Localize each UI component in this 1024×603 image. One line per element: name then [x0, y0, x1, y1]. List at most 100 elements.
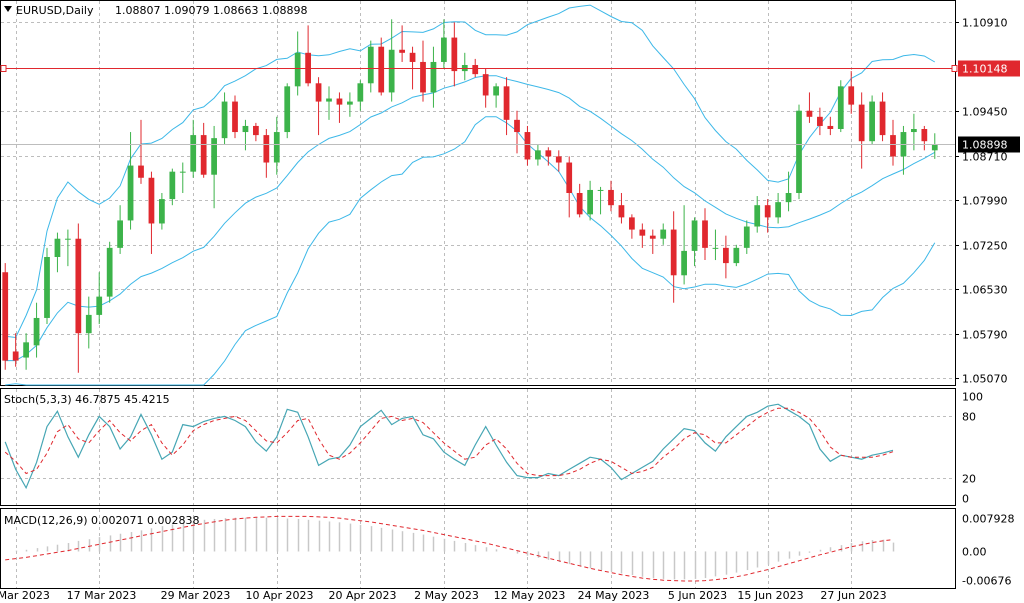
- dropdown-triangle-icon[interactable]: [4, 6, 12, 12]
- hline-handle-left: [0, 65, 7, 72]
- stoch-axis-label: 100: [962, 391, 983, 404]
- symbol-label: EURUSD,Daily: [16, 4, 94, 17]
- candle-body: [597, 189, 604, 191]
- macd-signal-line: [5, 515, 894, 582]
- stoch-panel-frame: [0, 388, 956, 506]
- macd-axis-label: 0.00: [962, 546, 987, 559]
- candle-body: [441, 37, 447, 62]
- stoch-axis-label: 0: [962, 493, 969, 506]
- candle-body: [681, 250, 687, 276]
- stoch-label: Stoch(5,3,3) 46.7875 45.4215: [4, 393, 170, 406]
- grid-lines: [1, 1, 955, 588]
- y-axis-label: 1.08710: [962, 151, 1008, 164]
- candle-body: [493, 86, 499, 96]
- stoch-axis-label: 80: [962, 411, 976, 424]
- candle-body: [764, 205, 771, 218]
- y-axis-label: 1.05070: [962, 373, 1008, 386]
- x-axis-label: 27 Jun 2023: [820, 589, 886, 602]
- candle-body: [639, 229, 646, 236]
- x-axis-label: 20 Apr 2023: [328, 589, 396, 602]
- hline-price-label: 1.10148: [962, 63, 1008, 76]
- candle-body: [451, 37, 458, 72]
- candle-body: [399, 49, 405, 53]
- candle-body: [754, 205, 761, 227]
- x-axis-label: 24 May 2023: [578, 589, 650, 602]
- candle-body: [733, 247, 740, 264]
- candle-body: [388, 49, 395, 93]
- candle-body: [96, 296, 103, 315]
- x-axis-label: 5 Jun 2023: [668, 589, 727, 602]
- candle-body: [660, 229, 667, 239]
- candle-body: [827, 125, 834, 129]
- candle-body: [879, 101, 886, 136]
- macd-axis-label: -0.00676: [962, 575, 1011, 588]
- y-axis-label: 1.10910: [962, 17, 1008, 30]
- candle-body: [138, 165, 144, 178]
- candle-body: [796, 110, 802, 193]
- candle-body: [273, 132, 280, 163]
- y-axis-label: 1.05790: [962, 329, 1008, 342]
- candle-body: [566, 162, 573, 193]
- candle-body: [629, 217, 635, 230]
- candle-body: [211, 138, 217, 175]
- candle-body: [420, 61, 426, 93]
- x-axis-label: 7 Mar 2023: [0, 589, 50, 602]
- macd-panel-frame: [0, 508, 956, 589]
- candle-body: [848, 86, 855, 105]
- current-price-box: [958, 136, 1020, 153]
- candle-body: [127, 165, 134, 221]
- x-axis-label: 10 Apr 2023: [245, 589, 313, 602]
- candle-body: [775, 202, 781, 218]
- main-panel-frame: [0, 0, 956, 386]
- candle-body: [817, 116, 823, 126]
- candle-body: [347, 101, 353, 105]
- candle-body: [723, 247, 729, 264]
- candle-body: [12, 351, 19, 361]
- candle-body: [618, 205, 625, 218]
- stoch-axis-label: 20: [962, 473, 976, 486]
- candle-body: [75, 238, 82, 334]
- candle-body: [911, 129, 917, 133]
- y-axis-label: 1.06530: [962, 284, 1008, 297]
- candle-body: [367, 46, 374, 84]
- candle-body: [649, 235, 656, 239]
- candle-body: [837, 86, 844, 129]
- candle-body: [472, 65, 479, 75]
- candle-body: [169, 171, 176, 200]
- bollinger-middle: [5, 75, 936, 362]
- candle-body: [253, 125, 259, 136]
- candle-body: [242, 125, 249, 133]
- candle-body: [890, 135, 896, 157]
- candle-body: [691, 220, 698, 251]
- y-axis-label: 1.07250: [962, 240, 1008, 253]
- candle-body: [315, 83, 322, 102]
- current-price-label: 1.08898: [962, 139, 1008, 152]
- candle-body: [284, 86, 291, 133]
- candle-body: [587, 189, 593, 215]
- macd-label: MACD(12,26,9) 0.002071 0.002838: [4, 514, 200, 527]
- candles: [2, 19, 938, 373]
- ohlc-values: 1.08807 1.09079 1.08663 1.08898: [115, 4, 307, 17]
- x-axis-label: 12 May 2023: [494, 589, 566, 602]
- horizontal-lines[interactable]: 1.10148 1.08898: [0, 60, 1020, 153]
- candle-body: [2, 272, 9, 361]
- candle-body: [931, 144, 938, 151]
- candle-body: [535, 150, 541, 160]
- candle-body: [54, 238, 61, 257]
- candle-body: [503, 86, 510, 120]
- candle-body: [430, 61, 437, 93]
- candle-body: [85, 314, 92, 334]
- bollinger-bands: [5, 4, 936, 386]
- candle-body: [858, 104, 865, 142]
- x-axis-label: 17 Mar 2023: [67, 589, 137, 602]
- candle-body: [921, 129, 928, 142]
- candle-body: [608, 189, 614, 206]
- bollinger-lower: [5, 116, 936, 386]
- candle-body: [179, 171, 186, 173]
- stoch-main-line: [4, 403, 894, 490]
- x-axis-label: 2 May 2023: [414, 589, 479, 602]
- candle-body: [712, 247, 719, 249]
- axis-labels: 7 Mar 2023 17 Mar 2023 29 Mar 2023 10 Apr 2…: [0, 17, 1015, 603]
- candle-body: [576, 193, 583, 215]
